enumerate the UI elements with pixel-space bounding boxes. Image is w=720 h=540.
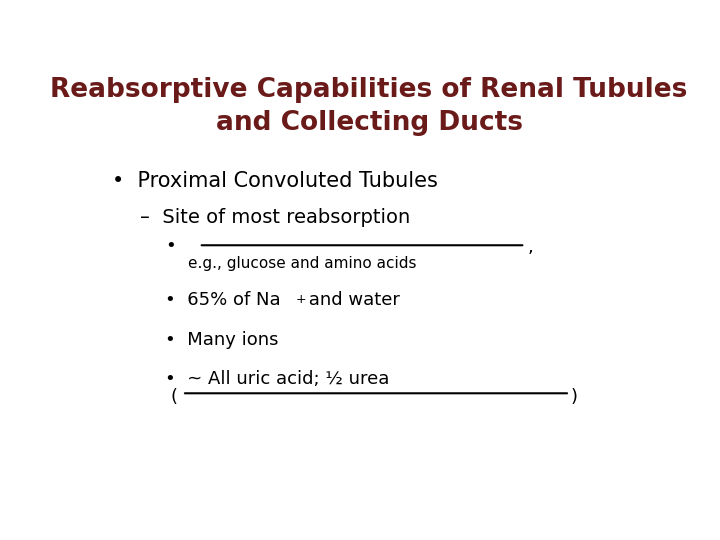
Text: e.g., glucose and amino acids: e.g., glucose and amino acids: [188, 256, 416, 271]
Text: –  Site of most reabsorption: – Site of most reabsorption: [140, 208, 410, 227]
Text: (: (: [171, 388, 178, 406]
Text: ): ): [571, 388, 578, 406]
Text: Reabsorptive Capabilities of Renal Tubules
and Collecting Ducts: Reabsorptive Capabilities of Renal Tubul…: [50, 77, 688, 136]
Text: •  ~ All uric acid; ½ urea: • ~ All uric acid; ½ urea: [166, 370, 390, 388]
Text: and water: and water: [303, 292, 400, 309]
Text: •  Many ions: • Many ions: [166, 331, 279, 349]
Text: •: •: [166, 238, 176, 255]
Text: ,: ,: [528, 238, 534, 256]
Text: •  Proximal Convoluted Tubules: • Proximal Convoluted Tubules: [112, 171, 438, 191]
Text: •  65% of Na: • 65% of Na: [166, 292, 281, 309]
Text: +: +: [295, 293, 306, 306]
